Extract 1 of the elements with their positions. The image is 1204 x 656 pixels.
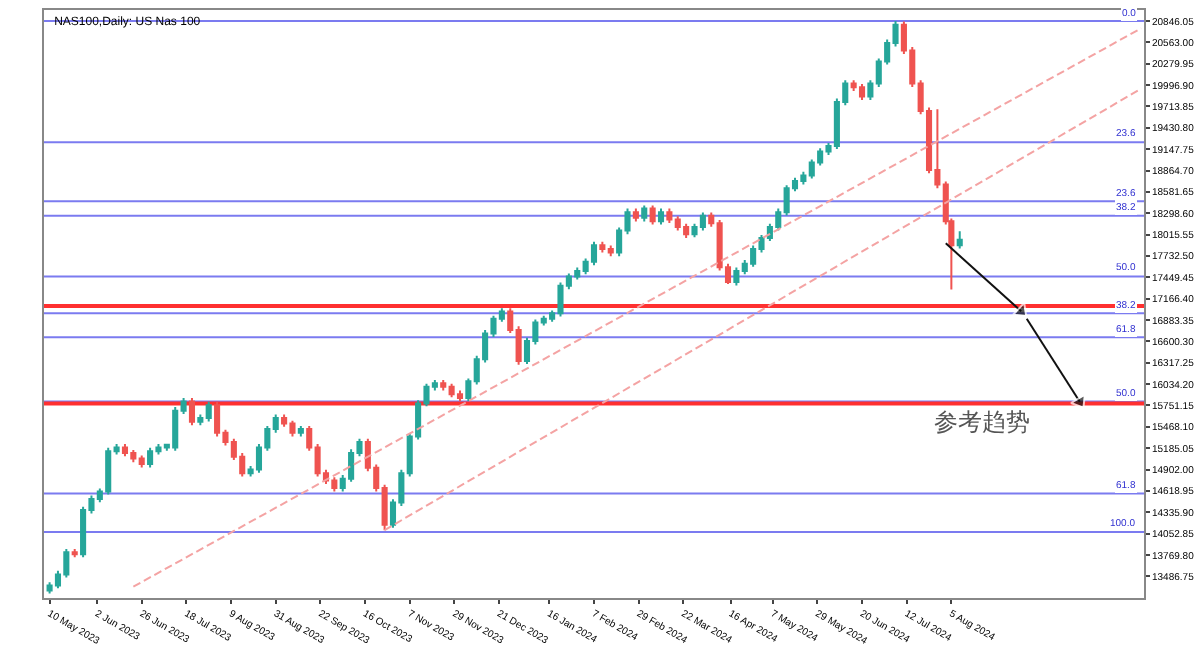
annotation: 参考趋势 — [934, 408, 1030, 436]
